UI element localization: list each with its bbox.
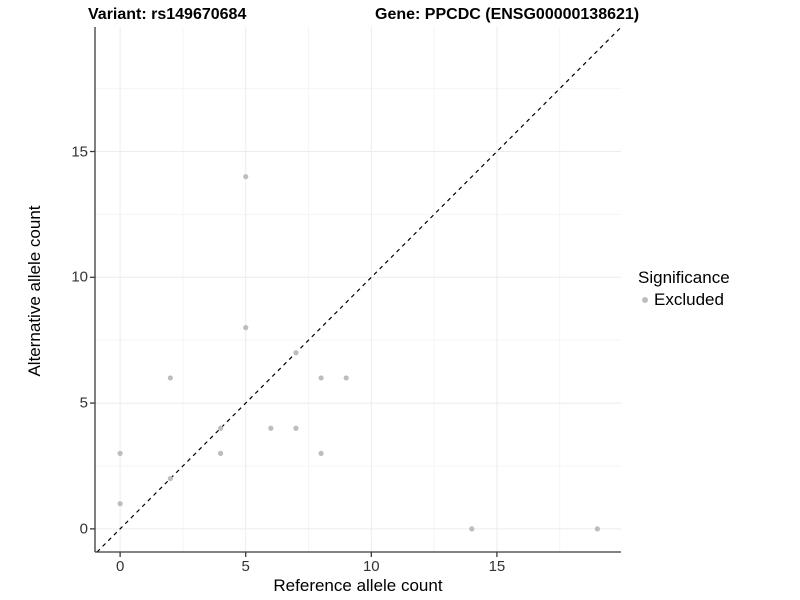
legend-point-icon: [638, 293, 652, 307]
y-tick-label: 15: [71, 143, 88, 161]
data-point: [217, 450, 224, 456]
data-point: [167, 375, 173, 381]
data-point: [268, 425, 274, 431]
data-point: [117, 501, 123, 507]
data-point: [469, 526, 475, 532]
y-axis-title: Alternative allele count: [25, 205, 44, 377]
x-tick-label: 5: [241, 558, 250, 575]
legend-entry-label: Excluded: [654, 290, 724, 309]
legend: Significance Excluded: [638, 268, 730, 310]
data-point: [293, 350, 299, 356]
variant-title: Variant: rs149670684: [88, 6, 247, 23]
x-tick-label: 0: [115, 558, 125, 575]
data-point: [318, 450, 324, 456]
x-axis-title: Reference allele count: [273, 576, 443, 595]
x-tick-label: 10: [362, 558, 380, 575]
y-tick-label: 0: [79, 520, 88, 538]
data-point: [167, 475, 173, 482]
legend-entry-excluded: Excluded: [638, 290, 730, 310]
y-tick-label: 5: [79, 394, 88, 412]
y-tick-label: 10: [71, 268, 88, 286]
data-point: [117, 450, 123, 456]
x-tick-label: 15: [488, 558, 506, 575]
data-point: [243, 325, 249, 331]
data-point: [318, 375, 324, 381]
gene-title: Gene: PPCDC (ENSG00000138621): [375, 6, 640, 23]
legend-title: Significance: [638, 268, 730, 287]
data-point: [243, 174, 249, 180]
data-point: [594, 526, 600, 532]
data-point: [343, 375, 349, 381]
data-point: [217, 425, 224, 431]
data-point: [293, 425, 299, 431]
identity-line: [96, 26, 622, 553]
